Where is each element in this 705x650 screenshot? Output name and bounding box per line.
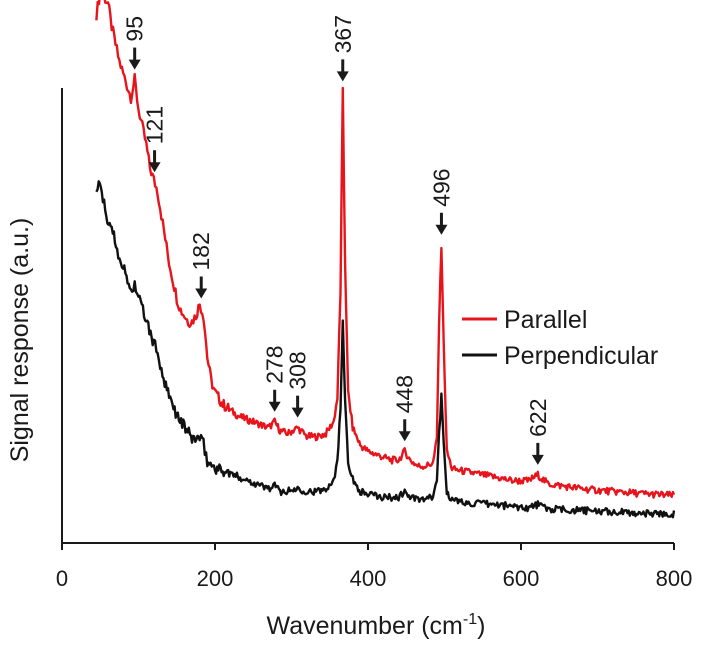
peak-arrow-head [195,288,208,299]
peak-arrow-head [128,59,141,70]
peak-arrow-head [531,454,544,465]
y-axis-label: Signal response (a.u.) [6,218,34,463]
peak-annotations: 5395121182278308367448496622 [122,15,551,465]
peak-label: 95 [122,16,148,42]
peak-arrow-head [268,401,281,412]
peak-marker-496: 496 [428,168,454,235]
x-tick-label: 800 [656,566,693,591]
x-tick-label: 0 [56,566,68,591]
legend-label-perpendicular: Perpendicular [504,342,658,370]
peak-arrow-head [148,162,161,173]
peak-arrow-head [435,224,448,235]
peak-label: 182 [188,232,214,270]
peak-label: 622 [525,399,551,437]
series-line-parallel [95,0,676,499]
peak-label: 308 [285,351,311,389]
legend: Parallel Perpendicular [462,306,658,370]
peak-arrow-head [336,71,349,82]
legend-label-parallel: Parallel [504,306,587,334]
x-axis-label: Wavenumber (cm-1) [267,611,486,640]
peak-label: 367 [330,15,356,53]
x-ticks: 0 200 400 600 800 [56,543,692,591]
peak-marker-622: 622 [525,399,551,465]
peak-marker-121: 121 [142,106,168,173]
x-tick-label: 400 [350,566,387,591]
series-group [95,0,676,519]
peak-marker-278: 278 [262,345,288,412]
peak-marker-367: 367 [330,15,356,82]
x-tick-label: 600 [503,566,540,591]
peak-marker-95: 95 [122,16,148,70]
peak-marker-308: 308 [285,351,311,418]
x-tick-label: 200 [197,566,234,591]
peak-arrow-head [398,431,411,442]
peak-label: 496 [428,168,454,206]
peak-label: 448 [392,375,418,413]
peak-arrow-head [291,407,304,418]
peak-label: 278 [262,345,288,383]
peak-label: 121 [142,106,168,144]
peak-marker-182: 182 [188,232,214,299]
series-line-perpendicular [95,180,676,519]
peak-marker-448: 448 [392,375,418,442]
